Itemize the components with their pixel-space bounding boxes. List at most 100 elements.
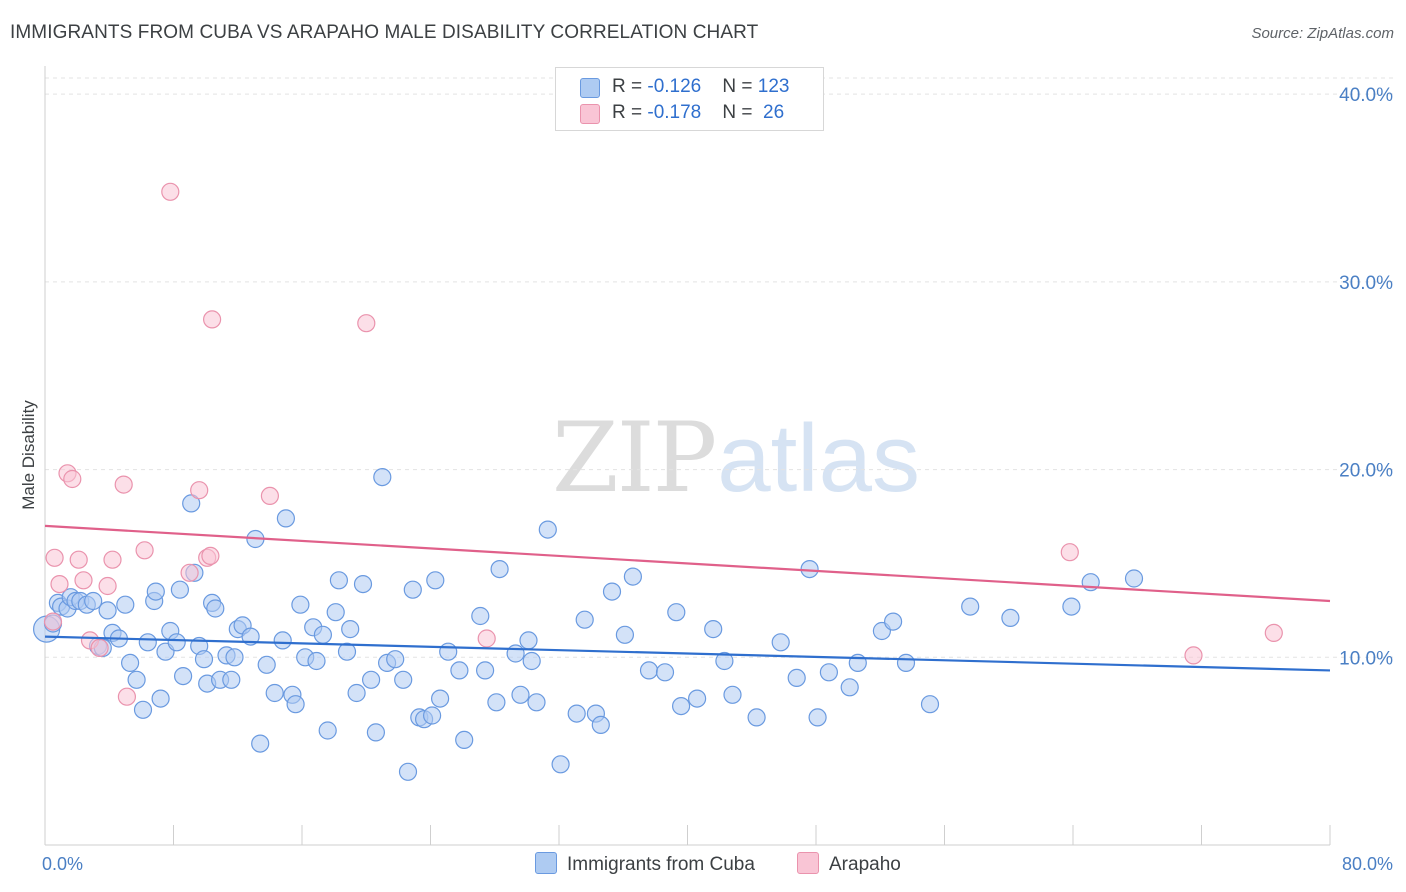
series-name-cuba: Immigrants from Cuba [567,854,755,875]
point-cuba [251,734,270,753]
point-arapaho [69,550,88,569]
point-cuba [1001,608,1020,628]
point-cuba [511,685,530,704]
trend-lines [44,524,1331,672]
point-arapaho [477,629,496,648]
point-cuba [615,625,635,644]
point-arapaho [43,612,63,631]
point-cuba [313,625,332,644]
point-cuba [366,723,385,742]
point-cuba [133,700,153,719]
point-arapaho [98,576,117,596]
point-cuba [394,670,413,689]
point-arapaho [260,486,279,505]
x-tick-label: 80.0% [1342,854,1393,874]
point-cuba [715,651,734,671]
series-legend-arapaho: Arapaho [797,852,901,876]
point-cuba [182,494,201,513]
x-tick-label: 0.0% [42,854,83,874]
point-cuba [347,683,366,703]
point-cuba [819,663,839,682]
point-cuba [602,582,622,601]
point-cuba [1062,597,1081,616]
point-cuba [476,661,495,680]
point-arapaho [74,571,93,590]
point-cuba [151,689,170,708]
point-cuba [353,574,373,594]
series-swatch-cuba [535,852,557,874]
watermark: ZIPatlas [552,402,920,514]
point-arapaho [1184,646,1203,665]
point-cuba [273,631,292,650]
point-cuba [687,689,707,708]
point-cuba [471,606,490,626]
point-cuba [431,689,450,708]
point-cuba [225,648,244,667]
legend-n-label: N = [722,102,758,123]
point-cuba [127,670,146,689]
point-cuba [84,591,103,611]
point-cuba [506,644,525,663]
point-cuba [326,603,345,622]
point-cuba [667,603,686,622]
y-axis-label: Male Disability [19,400,38,510]
point-arapaho [161,182,180,201]
point-cuba [276,509,295,528]
point-cuba [362,670,381,689]
point-cuba [961,597,980,616]
legend-n-value: 26 [757,102,785,123]
y-tick-label: 30.0% [1339,273,1393,294]
point-arapaho [90,638,109,658]
point-cuba [329,571,348,590]
point-cuba [883,612,903,631]
point-arapaho [203,310,222,329]
point-cuba [723,685,742,704]
point-cuba [896,653,916,673]
point-cuba [167,633,186,652]
point-arapaho [103,550,122,569]
point-cuba [623,567,643,586]
point-arapaho [357,314,376,333]
point-cuba [920,695,940,714]
point-cuba [747,708,766,727]
source-label: Source: ZipAtlas.com [1251,25,1394,42]
point-arapaho [190,481,209,500]
point-cuba [337,642,357,661]
point-cuba [194,650,214,669]
point-cuba [341,619,360,639]
point-cuba [522,651,541,671]
point-cuba [455,730,474,750]
point-arapaho [1060,543,1079,562]
point-cuba [1124,569,1144,588]
series-name-arapaho: Arapaho [829,854,901,875]
point-cuba [265,683,284,703]
point-cuba [291,595,310,614]
point-cuba [551,755,570,774]
series-swatch-arapaho [797,852,819,874]
point-cuba [519,631,538,650]
point-cuba [398,762,418,781]
legend-r-value: -0.178 [647,102,702,123]
legend-n-value: 123 [757,76,790,97]
legend-swatch-arapaho [580,104,600,124]
point-cuba [116,595,135,614]
point-cuba [206,599,225,618]
point-cuba [121,653,140,673]
point-arapaho [180,563,199,582]
point-arapaho [135,541,154,560]
series-legend-cuba: Immigrants from Cuba [535,852,755,876]
point-cuba [426,571,445,590]
point-cuba [146,582,165,601]
y-tick-label: 10.0% [1339,648,1393,669]
point-cuba [567,704,586,723]
point-cuba [286,695,305,714]
point-cuba [490,559,509,579]
point-arapaho [114,475,133,494]
point-cuba [439,642,458,661]
point-cuba [527,693,546,712]
y-tick-label: 40.0% [1339,85,1393,106]
grid-lines [45,77,1395,658]
watermark-atlas: atlas [717,405,920,512]
axes [44,66,1331,846]
point-cuba [639,661,659,680]
